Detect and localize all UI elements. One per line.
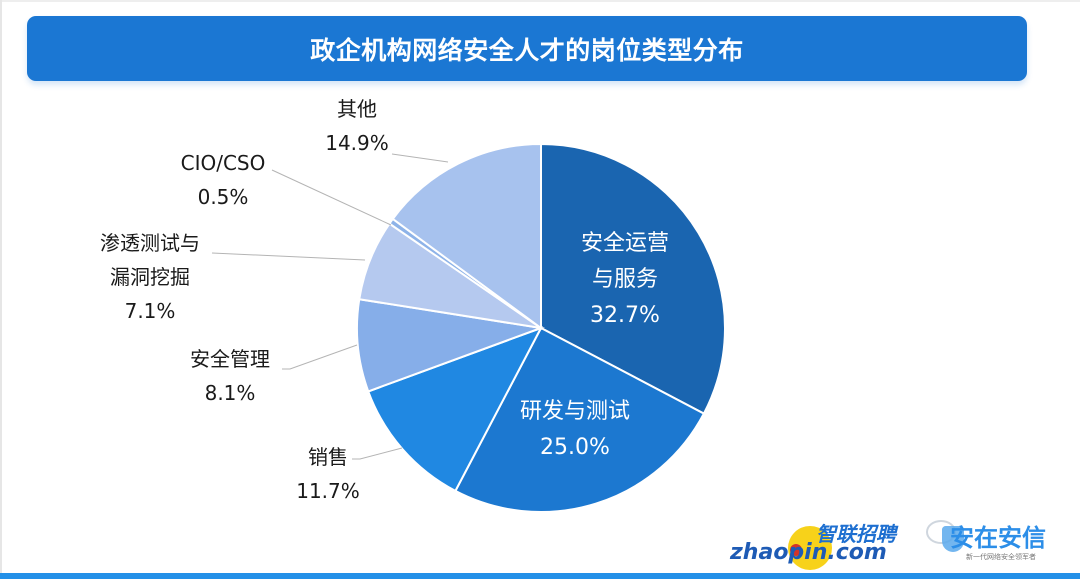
label-cio-cso-pct: 0.5% (197, 185, 249, 209)
label-cio-cso-line1: CIO/CSO (180, 151, 266, 175)
label-pentest-line2: 漏洞挖掘 (110, 265, 190, 289)
zhaopin-dot-icon (790, 544, 802, 556)
leader-line-mgmt (282, 344, 358, 370)
zhaopin-logo-cn: 智联招聘 (816, 522, 896, 546)
leader-line-sales (352, 447, 403, 460)
pie-slice-3 (356, 298, 545, 393)
label-security-ops: 安全运营 与服务 32.7% (555, 226, 695, 334)
leader-line-cio (271, 169, 392, 226)
frame-left-border (0, 0, 2, 579)
pie-slices (356, 142, 727, 514)
anquan-logo: 安在安信 新一代网络安全领军者 (920, 512, 1070, 562)
zhaopin-logo: 智联招聘 zhaopin.com (730, 512, 910, 570)
leader-line-pentest (211, 252, 366, 261)
label-security-mgmt-line1: 安全管理 (190, 347, 270, 371)
label-sales-pct: 11.7% (296, 479, 360, 503)
anquan-logo-sub: 新一代网络安全领军者 (966, 553, 1036, 561)
anquan-logo-cn: 安在安信 (950, 524, 1046, 552)
label-other: 其他 14.9% (312, 92, 402, 160)
chart-title: 政企机构网络安全人才的岗位类型分布 (310, 35, 744, 65)
frame-top-border (0, 0, 1080, 2)
label-other-line1: 其他 (337, 97, 377, 121)
label-pentest-pct: 7.1% (124, 299, 176, 323)
label-security-mgmt-pct: 8.1% (204, 381, 256, 405)
pie-slice-0 (540, 142, 727, 415)
leader-lines (211, 153, 449, 460)
label-rd-testing-pct: 25.0% (540, 435, 610, 460)
bottom-accent-bar (0, 573, 1080, 579)
label-cio-cso: CIO/CSO 0.5% (168, 146, 278, 214)
zhaopin-logo-en: zhaopin.com (730, 540, 887, 565)
label-security-mgmt: 安全管理 8.1% (170, 342, 290, 410)
label-sales: 销售 11.7% (288, 440, 368, 508)
label-rd-testing-line1: 研发与测试 (519, 399, 630, 424)
pie-slice-6 (391, 142, 542, 330)
leader-line-other (391, 153, 449, 163)
label-security-ops-pct: 32.7% (590, 303, 660, 328)
label-security-ops-line2: 与服务 (591, 267, 658, 292)
title-banner: 政企机构网络安全人才的岗位类型分布 (27, 16, 1027, 81)
label-pentest: 渗透测试与 漏洞挖掘 7.1% (75, 226, 225, 328)
label-security-ops-line1: 安全运营 (580, 231, 669, 256)
pie-slice-2 (366, 326, 544, 493)
label-pentest-line1: 渗透测试与 (100, 231, 200, 255)
label-sales-line1: 销售 (308, 445, 348, 469)
label-rd-testing: 研发与测试 25.0% (500, 394, 650, 466)
shield-icon (942, 526, 964, 552)
label-other-pct: 14.9% (325, 131, 389, 155)
